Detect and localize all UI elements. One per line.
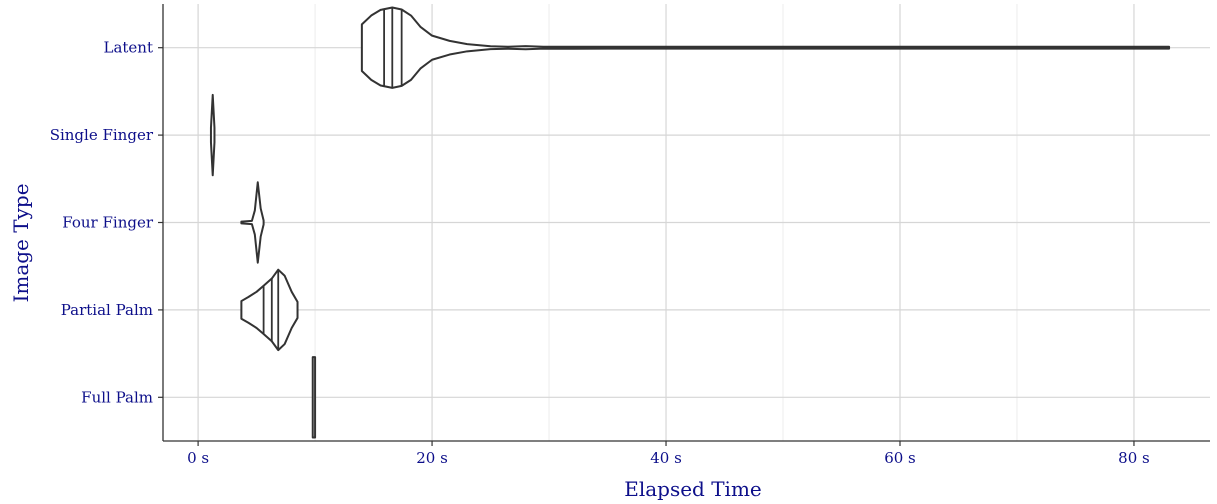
y-tick-label: Four Finger — [62, 214, 154, 232]
x-ticks: 0 s 20 s 40 s 60 s 80 s — [187, 441, 1150, 467]
y-tick-label: Latent — [104, 39, 154, 57]
violins — [209, 6, 1171, 439]
x-tick-label: 0 s — [187, 449, 209, 467]
violin-single-finger — [209, 93, 216, 177]
x-tick-label: 40 s — [650, 449, 682, 467]
y-tick-label: Full Palm — [81, 388, 153, 406]
x-tick-label: 80 s — [1118, 449, 1150, 467]
y-ticks: Latent Single Finger Four Finger Partial Pa… — [50, 39, 163, 406]
y-tick-label: Partial Palm — [61, 301, 153, 319]
violin-latent — [360, 6, 1171, 89]
violin-partial-palm — [240, 268, 299, 352]
violin-full-palm — [311, 356, 317, 439]
grid-major — [163, 4, 1210, 441]
x-tick-label: 20 s — [416, 449, 448, 467]
y-axis-title: Image Type — [9, 183, 33, 302]
violin-four-finger — [240, 181, 265, 264]
x-tick-label: 60 s — [884, 449, 916, 467]
x-axis-title: Elapsed Time — [624, 477, 762, 501]
y-tick-label: Single Finger — [50, 126, 154, 144]
